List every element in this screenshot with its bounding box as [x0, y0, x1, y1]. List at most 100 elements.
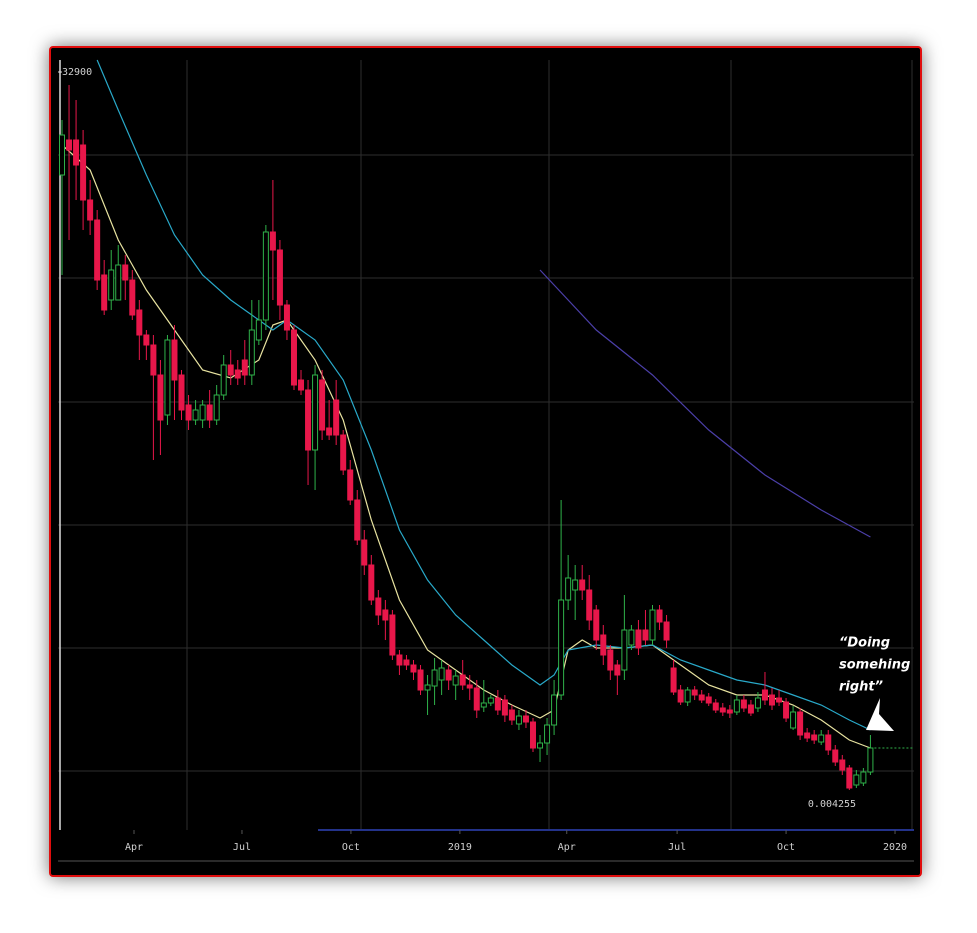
candle-body [164, 339, 171, 416]
grid [58, 60, 914, 830]
x-tick-label: Apr [125, 842, 143, 853]
candle-body [670, 667, 677, 693]
candle-body [115, 264, 122, 301]
candle-body [424, 684, 431, 691]
candle-body [663, 621, 670, 641]
candle-body [558, 599, 565, 696]
candle-body [157, 374, 164, 421]
annotation: right” [839, 680, 883, 695]
candle-body [684, 689, 691, 703]
candle-body [600, 634, 607, 656]
candle-body [544, 724, 551, 744]
candle-body [565, 577, 572, 601]
candle-body [438, 667, 445, 681]
candle-body [87, 199, 94, 221]
candle-body [621, 629, 628, 671]
candle-body [361, 539, 368, 566]
candle-body [677, 689, 684, 703]
candle-body [579, 579, 586, 591]
candle-body [192, 409, 199, 421]
candle-body [326, 427, 333, 436]
candle-body [333, 399, 340, 436]
candle-body [712, 702, 719, 711]
candle-body [769, 694, 776, 706]
candle-body [635, 629, 642, 649]
candle-body [431, 669, 438, 687]
annotation: somehing [839, 658, 910, 673]
candle-body [586, 589, 593, 621]
candle-body [382, 609, 389, 621]
x-tick-label: 2020 [883, 842, 907, 853]
candle-body [691, 689, 698, 696]
candle-body [248, 329, 255, 376]
candle-body [487, 697, 494, 704]
panel [49, 46, 922, 877]
candle-body [804, 732, 811, 739]
candle-body [726, 709, 733, 714]
candle-body [825, 734, 832, 751]
candle-body [122, 264, 129, 281]
moving-average [96, 59, 871, 731]
candle-body [529, 721, 536, 749]
candle-body [459, 674, 466, 686]
candle-body [466, 684, 473, 689]
candle-body [515, 715, 522, 725]
x-tick-label: Oct [342, 842, 360, 853]
candle-body [705, 696, 712, 704]
x-tick-label: Jul [668, 842, 686, 853]
candle-body [354, 499, 361, 541]
candle-body [143, 334, 150, 346]
candle-body [572, 579, 579, 591]
candle-body [846, 767, 853, 789]
candle-body [747, 704, 754, 714]
candle-body [480, 702, 487, 708]
candle-body [59, 134, 66, 176]
candle-body [298, 379, 305, 391]
candle-body [340, 434, 347, 471]
x-tick-label: Apr [558, 842, 576, 853]
candle-body [811, 734, 818, 741]
candle-body [199, 404, 206, 421]
candle-body [614, 664, 621, 676]
moving-average [539, 269, 871, 538]
candle-body [276, 249, 283, 306]
candle-body [403, 659, 410, 666]
candle-body [396, 654, 403, 666]
candle-body [551, 694, 558, 726]
candle-body [136, 309, 143, 336]
candle-body [445, 669, 452, 681]
candle-body [501, 699, 508, 716]
candle-body [628, 629, 635, 646]
candle-body [241, 359, 248, 376]
candle-body [642, 629, 649, 641]
candle-body [761, 689, 768, 701]
candle-body [94, 219, 101, 281]
candle-body [593, 609, 600, 641]
candle-body [740, 699, 747, 709]
candle-body [171, 339, 178, 381]
candle-body [733, 699, 740, 713]
x-tick-label: Oct [777, 842, 795, 853]
candle-body [108, 269, 115, 301]
annotation: “Doing [839, 636, 890, 651]
candle-body [368, 564, 375, 601]
candle-body [185, 404, 192, 421]
candle-body [319, 379, 326, 431]
x-tick-label: 2019 [448, 842, 472, 853]
candle-body [832, 749, 839, 763]
candle-body [255, 319, 262, 341]
candle-body [312, 374, 319, 451]
candle-body [283, 304, 290, 331]
candle-body [776, 697, 783, 703]
candle-body [473, 687, 480, 711]
candle-body [290, 329, 297, 386]
x-tick-label: Jul [233, 842, 251, 853]
candle-body [389, 614, 396, 656]
last-price-label: 0.004255 [808, 799, 856, 810]
candle-body [347, 469, 354, 501]
candle-body [150, 344, 157, 376]
candle-body [213, 394, 220, 421]
candle-body [783, 701, 790, 719]
candle-body [227, 364, 234, 376]
